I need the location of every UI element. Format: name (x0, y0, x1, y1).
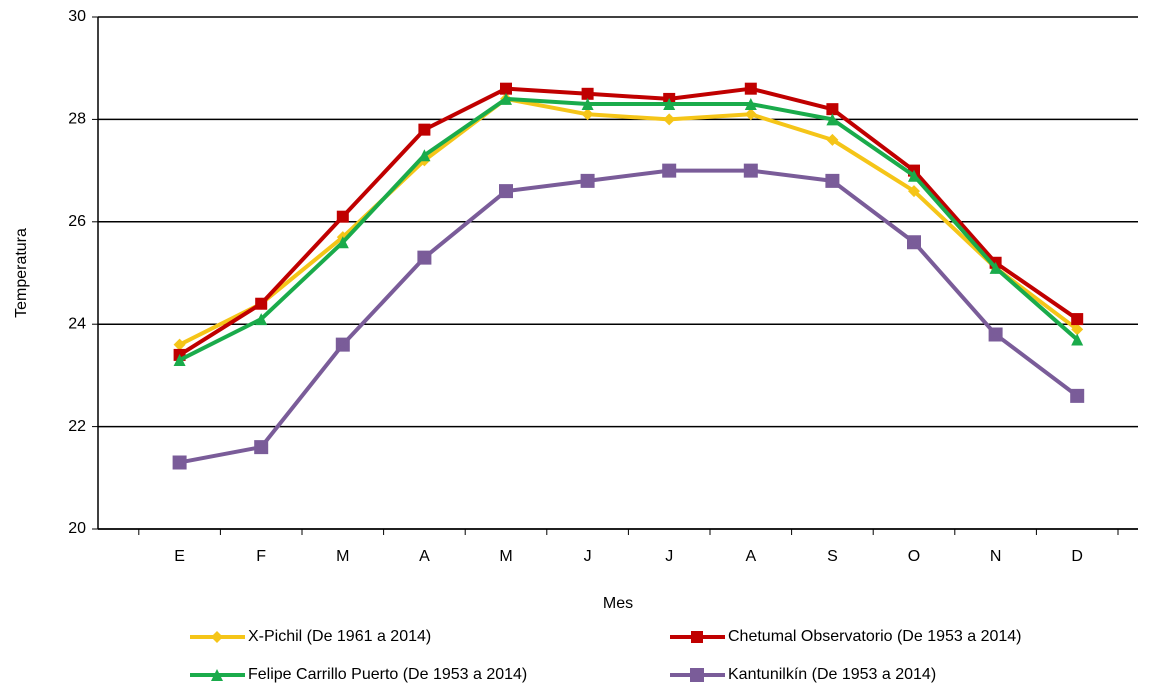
marker (211, 669, 223, 681)
marker (826, 133, 839, 146)
marker (581, 108, 594, 121)
marker (418, 149, 431, 162)
marker (581, 87, 594, 100)
marker (173, 338, 186, 351)
legend-label: Felipe Carrillo Puerto (De 1953 a 2014) (248, 666, 527, 683)
marker (826, 113, 839, 126)
marker (744, 98, 757, 111)
marker (500, 92, 512, 105)
marker (907, 235, 921, 250)
y-axis-label: Temperatura (13, 228, 30, 318)
y-tick-label: 30 (68, 8, 86, 25)
y-tick-label: 28 (68, 111, 86, 128)
x-tick-label: E (174, 548, 185, 565)
x-tick-label: A (745, 548, 756, 565)
marker (418, 123, 431, 136)
marker (989, 261, 1002, 274)
marker (826, 103, 839, 116)
x-tick-label: A (419, 548, 430, 565)
y-tick-label: 26 (68, 213, 86, 230)
marker (1070, 388, 1085, 403)
x-tick-label: J (584, 548, 592, 565)
x-tick-label: F (256, 548, 266, 565)
marker (908, 185, 920, 198)
marker (662, 163, 677, 178)
marker (744, 82, 757, 95)
x-axis-label: Mes (603, 595, 633, 612)
marker (500, 82, 512, 95)
y-tick-label: 24 (68, 315, 86, 332)
x-tick-label: D (1071, 548, 1083, 565)
marker (255, 297, 268, 310)
x-tick-label: J (665, 548, 673, 565)
series-line (178, 96, 1079, 347)
x-tick-label: M (336, 548, 349, 565)
marker (744, 108, 757, 121)
marker (663, 98, 676, 111)
series-line (178, 86, 1079, 357)
x-tick-label: M (499, 548, 512, 565)
marker (690, 668, 704, 682)
marker (499, 184, 513, 199)
marker (211, 631, 223, 643)
series-line (179, 168, 1079, 465)
marker (825, 173, 840, 188)
marker (336, 210, 349, 223)
marker (417, 250, 432, 265)
y-tick-label: 20 (68, 520, 86, 537)
marker (691, 631, 703, 643)
marker (580, 173, 595, 188)
x-tick-label: O (908, 548, 920, 565)
marker (1071, 333, 1084, 346)
x-tick-label: S (827, 548, 838, 565)
marker (581, 98, 594, 111)
marker (908, 169, 920, 182)
marker (988, 327, 1003, 342)
marker (172, 455, 187, 470)
series-line (178, 96, 1079, 362)
marker (173, 354, 186, 367)
x-tick-label: N (990, 548, 1002, 565)
legend-label: Chetumal Observatorio (De 1953 a 2014) (728, 628, 1022, 645)
legend-label: Kantunilkín (De 1953 a 2014) (728, 666, 936, 683)
marker (336, 236, 349, 249)
marker (663, 113, 676, 126)
marker (335, 337, 350, 352)
marker (254, 440, 269, 455)
y-tick-label: 22 (68, 418, 86, 435)
marker (255, 313, 268, 326)
legend-label: X-Pichil (De 1961 a 2014) (248, 628, 431, 645)
marker (1071, 323, 1084, 336)
marker (1071, 313, 1084, 326)
marker (743, 163, 758, 178)
